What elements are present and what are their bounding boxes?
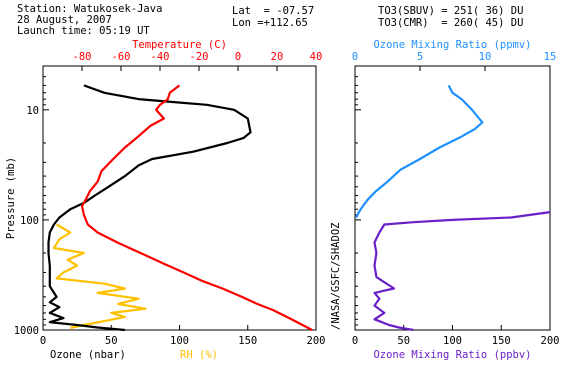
total-ozone-cmr-label: TO3(CMR) = 260( 45) DU [378,17,524,29]
left-bottom-tick-label: 50 [105,335,118,347]
right-top-axis-title: Ozone Mixing Ratio (ppmv) [373,39,531,51]
left-top-axis-title: Temperature (C) [132,39,227,51]
right-bottom-tick-label: 200 [541,335,560,347]
pressure-tick-label: 100 [20,215,39,227]
right-top-tick-label: 5 [417,51,423,63]
temperature-series-line [80,84,313,331]
ozone-ppbv-series-line [373,211,551,332]
left-top-tick-label: -20 [190,51,209,63]
latitude-label: Lat = -07.57 [232,5,315,17]
left-bottom-tick-label: 200 [307,335,326,347]
left-bottom-tick-label: 0 [40,335,46,347]
left-top-tick-label: 0 [235,51,241,63]
date-label: 28 August, 2007 [17,14,112,26]
launch-time-label: Launch time: 05:19 UT [17,25,150,37]
station-label: Station: Watukosek-Java [17,3,163,15]
ozone-ppbv-axis-title: Ozone Mixing Ratio (ppbv) [373,349,531,361]
ozone-ppmv-series-line [355,84,484,218]
right-bottom-tick-label: 100 [443,335,462,347]
right-bottom-tick-label: 150 [492,335,511,347]
ozone-partial-pressure-line [47,84,252,332]
left-top-tick-label: -60 [112,51,131,63]
right-top-tick-label: 10 [479,51,492,63]
longitude-label: Lon =+112.65 [232,17,308,29]
left-top-tick-label: -80 [73,51,92,63]
pressure-tick-label: 1000 [14,325,39,337]
left-bottom-tick-label: 150 [238,335,257,347]
pressure-axis-title: Pressure (mb) [5,157,17,239]
right-bottom-tick-label: 0 [352,335,358,347]
right-bottom-tick-label: 50 [397,335,410,347]
rh-series-line [52,223,147,330]
left-plot-frame [42,65,317,331]
left-top-tick-label: 20 [271,51,284,63]
total-ozone-sbuv-label: TO3(SBUV) = 251( 36) DU [378,5,524,17]
right-top-tick-label: 0 [352,51,358,63]
pressure-tick-label: 10 [26,105,39,117]
left-top-tick-label: -40 [151,51,170,63]
ozone-axis-title: Ozone (nbar) [50,349,126,361]
rh-axis-title: RH (%) [180,349,218,361]
left-top-tick-label: 40 [310,51,323,63]
left-bottom-tick-label: 100 [170,335,189,347]
credit-label: /NASA/GSFC/SHADOZ [330,223,342,330]
right-top-tick-label: 15 [544,51,557,63]
